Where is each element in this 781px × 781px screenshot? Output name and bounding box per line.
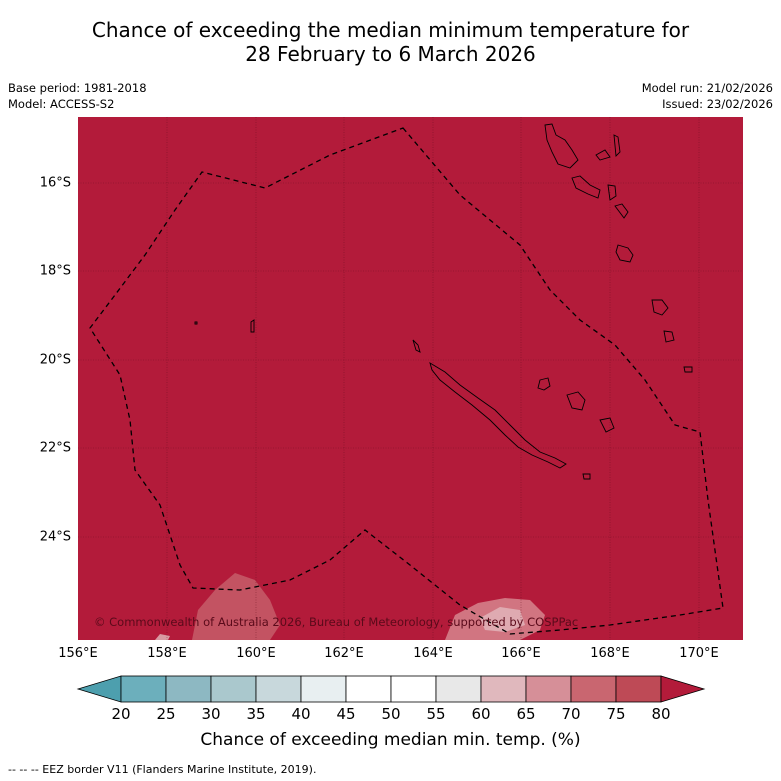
map-background [78,117,743,640]
issued-date: Issued: 23/02/2026 [662,97,773,111]
colorbar-segment [210,675,257,703]
probability-patch-small [155,634,170,640]
colorbar-tick-label: 25 [156,705,176,723]
base-period: Base period: 1981-2018 [8,81,147,95]
colorbar-segment [480,675,527,703]
colorbar-extend-low [76,675,122,703]
colorbar-extend-high [660,675,706,703]
model-run: Model run: 21/02/2026 [641,81,773,95]
colorbar-segment [255,675,302,703]
lat-label-22s: 22°S [39,440,71,456]
lon-label-160e: 160°E [236,646,276,661]
meta-left: Base period: 1981-2018 Model: ACCESS-S2 [8,80,147,112]
lat-label-18s: 18°S [39,263,71,279]
colorbar-segment [390,675,437,703]
title-line-1: Chance of exceeding the median minimum t… [91,18,690,42]
lon-label-164e: 164°E [413,646,453,661]
colorbar-tick-label: 30 [201,705,221,723]
colorbar-tick-label: 40 [291,705,311,723]
lon-label-156e: 156°E [58,646,98,661]
colorbar-segment [615,675,662,703]
model-name: Model: ACCESS-S2 [8,97,115,111]
lon-label-162e: 162°E [324,646,364,661]
colorbar-tick-label: 50 [381,705,401,723]
lon-label-170e: 170°E [679,646,719,661]
meta-right: Model run: 21/02/2026 Issued: 23/02/2026 [642,80,773,112]
lon-label-168e: 168°E [590,646,630,661]
lat-label-24s: 24°S [39,529,71,545]
lon-label-166e: 166°E [501,646,541,661]
colorbar-tick-label: 55 [426,705,446,723]
colorbar-tick-label: 20 [111,705,131,723]
colorbar-segment [165,675,212,703]
colorbar-label: Chance of exceeding median min. temp. (%… [200,730,581,750]
colorbar [76,675,706,703]
vanuatu-coastline [544,123,693,373]
colorbar-tick-label: 45 [336,705,356,723]
lat-label-16s: 16°S [39,175,71,191]
colorbar-segment [435,675,482,703]
colorbar-tick-label: 75 [606,705,626,723]
lon-label-158e: 158°E [147,646,187,661]
eez-legend-footer: -- -- -- EEZ border V11 (Flanders Marine… [8,763,317,776]
colorbar-segment [120,675,167,703]
probability-patch-core [480,607,525,632]
colorbar-tick-label: 35 [246,705,266,723]
colorbar-segment [525,675,572,703]
colorbar-segment [345,675,392,703]
colorbar-tick-label: 60 [471,705,491,723]
graticule [78,117,743,640]
colorbar-tick-label: 65 [516,705,536,723]
eez-border [89,127,724,635]
small-islands [194,319,255,333]
colorbar-segment [570,675,617,703]
lat-label-20s: 20°S [39,352,71,368]
colorbar-tick-label: 80 [651,705,671,723]
colorbar-tick-label: 70 [561,705,581,723]
colorbar-segment [300,675,347,703]
new-caledonia-coastline [412,339,615,480]
title-line-2: 28 February to 6 March 2026 [245,42,536,66]
chart-title: Chance of exceeding the median minimum t… [0,18,781,66]
copyright-notice: © Commonwealth of Australia 2026, Bureau… [94,615,579,629]
probability-patch-west [192,573,280,640]
